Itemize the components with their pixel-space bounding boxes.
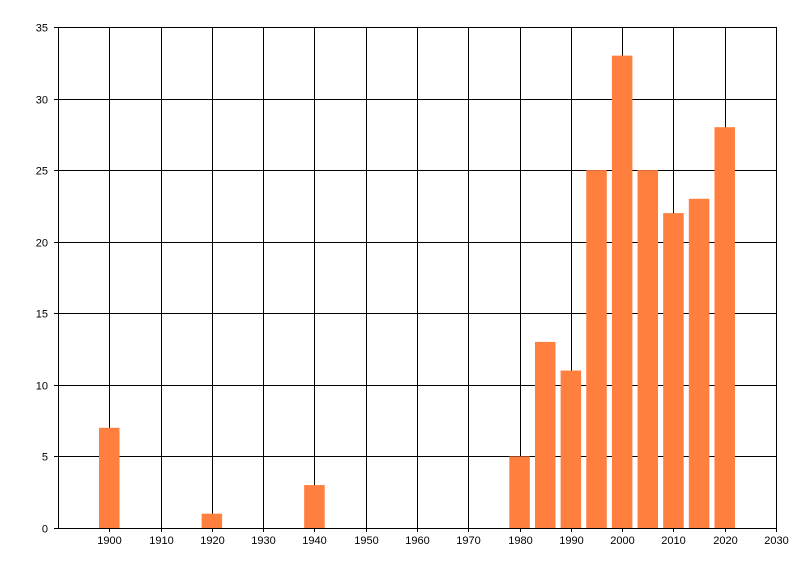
axes <box>58 27 776 529</box>
y-tick-label: 20 <box>36 238 48 250</box>
bar <box>560 370 582 528</box>
x-tick-label: 2000 <box>610 535 634 547</box>
bar <box>534 341 556 528</box>
x-tick-label: 1990 <box>559 535 583 547</box>
y-tick-label: 10 <box>36 381 48 393</box>
x-tick-label: 1910 <box>149 535 173 547</box>
bar <box>586 170 607 528</box>
x-tick-label: 1920 <box>200 535 224 547</box>
bar <box>509 456 530 528</box>
bar <box>304 485 325 528</box>
y-tick-label: 35 <box>36 23 48 35</box>
bars <box>99 55 735 529</box>
y-tick-label: 25 <box>36 166 48 178</box>
y-tick-label: 30 <box>36 95 48 107</box>
y-tick-label: 15 <box>36 309 48 321</box>
bar <box>99 427 120 528</box>
x-tick-label: 2030 <box>764 535 788 547</box>
bar <box>201 513 223 528</box>
x-tick-label: 1950 <box>354 535 378 547</box>
x-tick-label: 2020 <box>713 535 737 547</box>
bar <box>714 127 735 528</box>
y-axis-tick-labels: 0 5 10 15 20 25 30 35 <box>36 23 48 536</box>
x-tick-label: 1940 <box>302 535 326 547</box>
y-tick-label: 0 <box>42 524 48 536</box>
bar <box>688 198 710 528</box>
x-tick-label: 1960 <box>405 535 429 547</box>
y-tick-label: 5 <box>42 452 48 464</box>
x-tick-label: 1930 <box>251 535 275 547</box>
bar <box>663 213 684 529</box>
x-tick-label: 2010 <box>661 535 685 547</box>
x-axis-tick-labels: 1900 1910 1920 1930 1940 1950 1960 1970 1980 1990… <box>97 535 788 547</box>
x-tick-label: 1900 <box>97 535 121 547</box>
x-tick-label: 1970 <box>456 535 480 547</box>
bar <box>637 170 659 528</box>
x-tick-label: 1980 <box>508 535 532 547</box>
bar <box>611 55 633 528</box>
